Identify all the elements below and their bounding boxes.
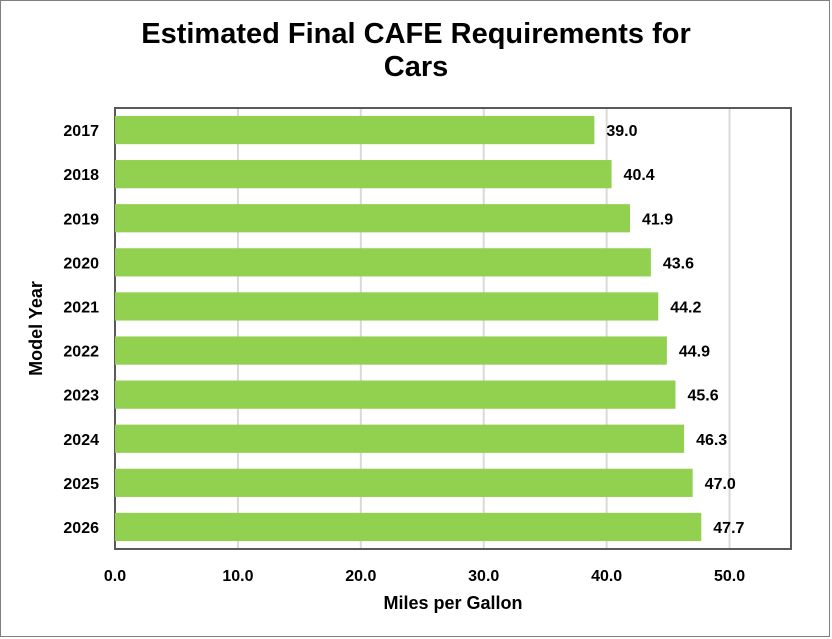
bar-2024 bbox=[115, 424, 685, 453]
data-label-2023: 45.6 bbox=[687, 388, 718, 405]
data-label-2024: 46.3 bbox=[696, 432, 727, 449]
data-label-2026: 47.7 bbox=[713, 520, 744, 537]
plot-area bbox=[114, 107, 792, 550]
bar-2020 bbox=[115, 248, 651, 277]
y-tick-label: 2018 bbox=[63, 167, 99, 184]
data-label-2021: 44.2 bbox=[670, 299, 701, 316]
bar-2017 bbox=[115, 115, 595, 145]
x-tick-label: 50.0 bbox=[714, 568, 745, 585]
y-axis-title: Model Year bbox=[26, 281, 46, 376]
data-label-2025: 47.0 bbox=[705, 476, 736, 493]
bar-2022 bbox=[115, 336, 667, 365]
bar-2025 bbox=[115, 468, 693, 497]
bars: 39.0 40.4 41.9 43.6 44.2 44.9 45.6 46.3 47.0 47.7 bbox=[115, 115, 745, 542]
x-tick-labels: 0.0 10.0 20.0 30.0 40.0 50.0 bbox=[104, 568, 745, 585]
bar-2018 bbox=[115, 160, 612, 189]
x-tick-label: 10.0 bbox=[222, 568, 253, 585]
y-tick-label: 2022 bbox=[63, 344, 99, 361]
x-tick-label: 20.0 bbox=[345, 568, 376, 585]
y-tick-label: 2020 bbox=[63, 255, 99, 272]
y-tick-label: 2024 bbox=[63, 432, 99, 449]
bar-2019 bbox=[115, 204, 630, 233]
bar-2023 bbox=[115, 380, 676, 409]
data-label-2019: 41.9 bbox=[642, 211, 673, 228]
x-tick-label: 30.0 bbox=[468, 568, 499, 585]
y-tick-label: 2023 bbox=[63, 388, 99, 405]
y-tick-label: 2026 bbox=[63, 520, 99, 537]
data-label-2018: 40.4 bbox=[624, 167, 655, 184]
chart-title: Estimated Final CAFE Requirements for Ca… bbox=[141, 18, 691, 83]
y-tick-label: 2021 bbox=[63, 299, 99, 316]
data-label-2020: 43.6 bbox=[663, 255, 694, 272]
y-tick-labels: 2017 2018 2019 2020 2021 2022 2023 2024 2025 2026 bbox=[63, 123, 99, 537]
y-tick-label: 2025 bbox=[63, 476, 99, 493]
y-tick-label: 2017 bbox=[63, 123, 99, 140]
bar-2026 bbox=[115, 512, 702, 542]
x-tick-label: 40.0 bbox=[591, 568, 622, 585]
data-label-2017: 39.0 bbox=[606, 123, 637, 140]
x-tick-label: 0.0 bbox=[104, 568, 126, 585]
y-tick-label: 2019 bbox=[63, 211, 99, 228]
data-label-2022: 44.9 bbox=[679, 344, 710, 361]
x-axis-title: Miles per Gallon bbox=[383, 593, 522, 613]
bar-2021 bbox=[115, 292, 659, 321]
